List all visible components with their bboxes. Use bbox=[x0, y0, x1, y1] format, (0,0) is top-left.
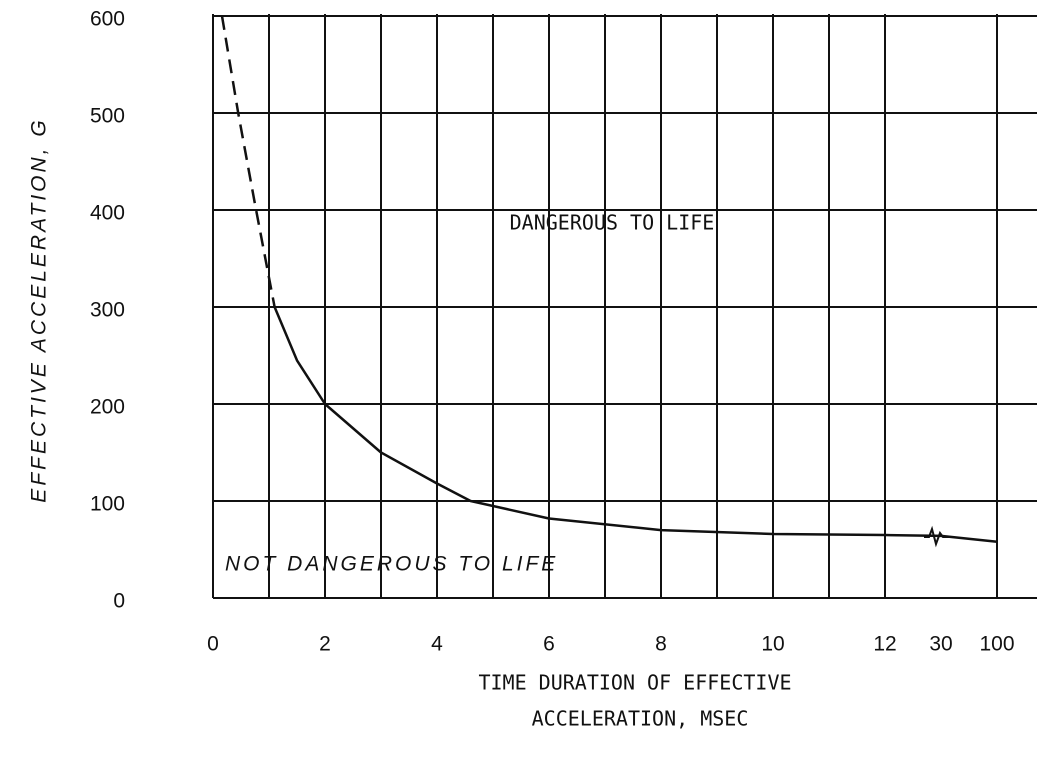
annotation: DANGEROUS TO LIFE bbox=[510, 211, 715, 235]
axis-break bbox=[924, 525, 950, 548]
x-tick-label: 4 bbox=[431, 633, 443, 656]
x-tick-label: 100 bbox=[979, 633, 1014, 656]
x-tick-label: 8 bbox=[655, 633, 667, 656]
y-tick-label: 200 bbox=[90, 396, 125, 419]
x-tick-label: 2 bbox=[319, 633, 331, 656]
x-tick-label: 10 bbox=[761, 633, 784, 656]
x-axis-label: ACCELERATION, MSEC bbox=[532, 707, 749, 731]
y-tick-label: 400 bbox=[90, 202, 125, 225]
y-tick-label: 600 bbox=[90, 8, 125, 31]
y-tick-label: 300 bbox=[90, 299, 125, 322]
x-tick-label: 6 bbox=[543, 633, 555, 656]
x-axis-label: TIME DURATION OF EFFECTIVE bbox=[478, 671, 791, 695]
annotation: NOT DANGEROUS TO LIFE bbox=[225, 553, 558, 576]
x-tick-label: 0 bbox=[207, 633, 219, 656]
y-tick-label: 500 bbox=[90, 105, 125, 128]
x-tick-label: 30 bbox=[929, 633, 952, 656]
y-tick-label: 100 bbox=[90, 493, 125, 516]
y-tick-label: 0 bbox=[113, 590, 125, 613]
curve bbox=[220, 15, 276, 308]
x-tick-label: 12 bbox=[873, 633, 896, 656]
curve bbox=[273, 306, 998, 543]
y-axis-label: EFFECTIVE ACCELERATION, G bbox=[28, 117, 51, 502]
